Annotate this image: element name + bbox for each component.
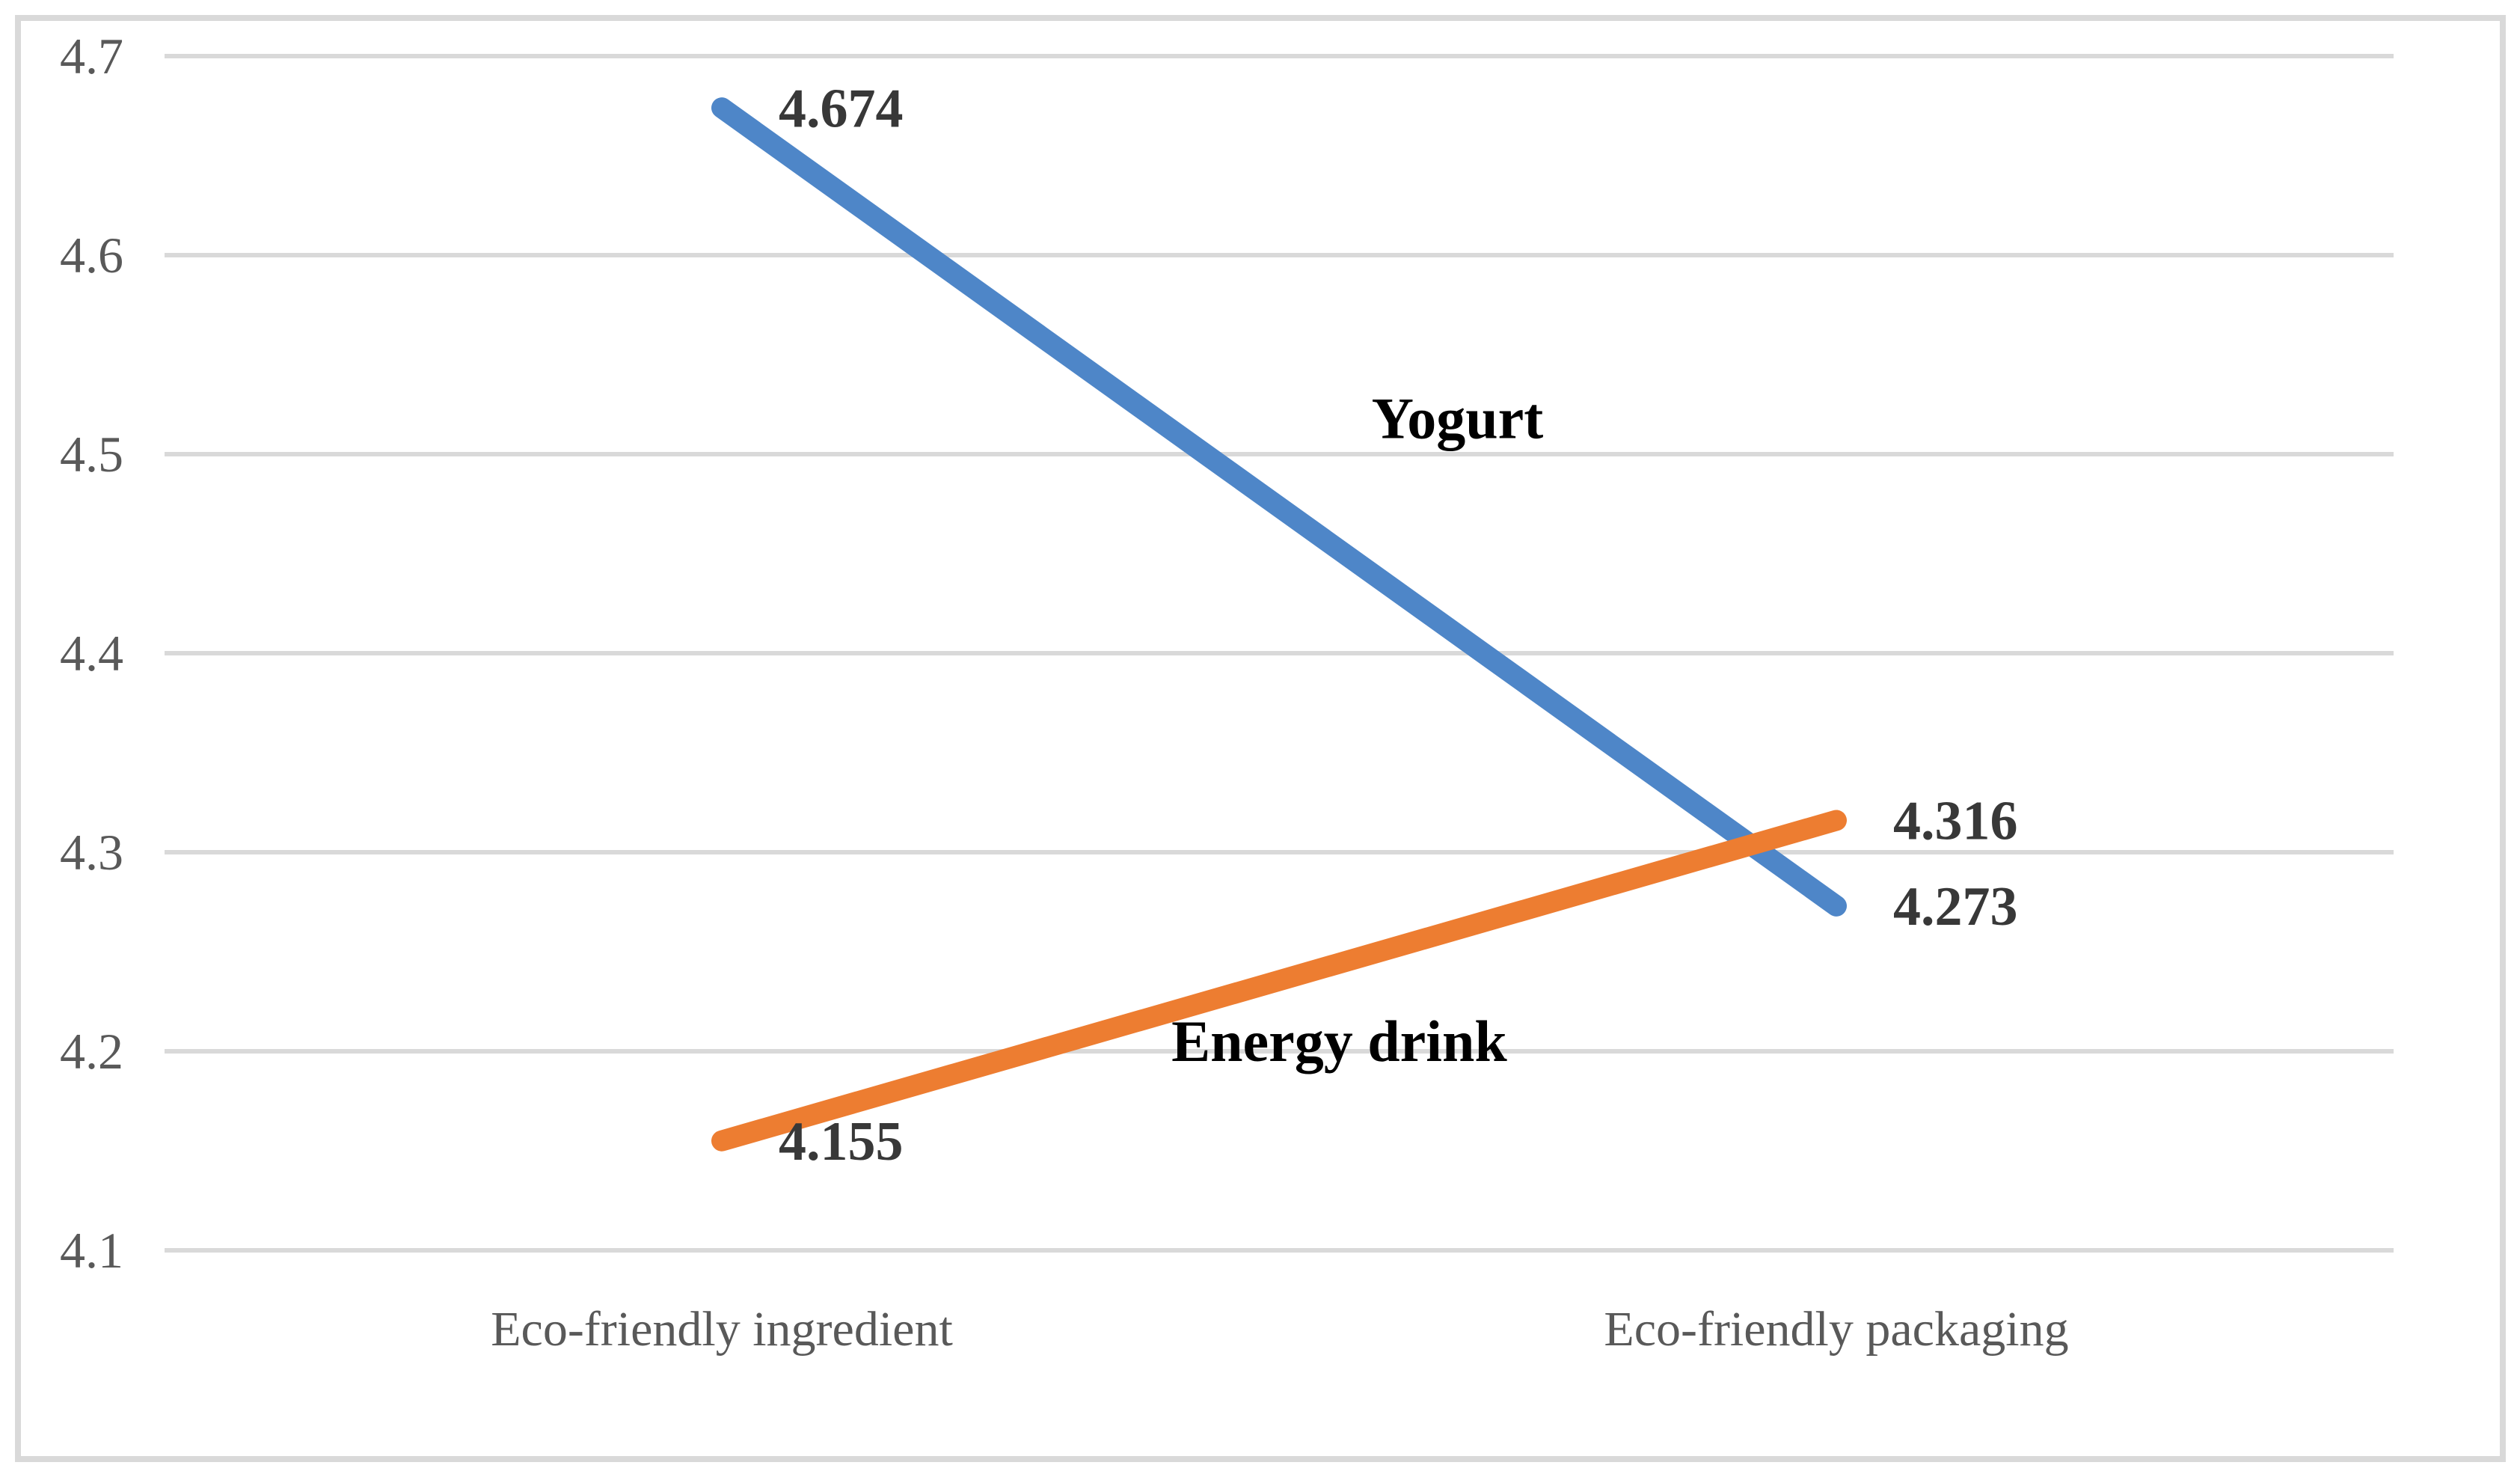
series-name-label-yogurt: Yogurt <box>1372 386 1544 451</box>
category-label-eco-friendly-packaging: Eco-friendly packaging <box>1604 1302 2068 1357</box>
data-label-yogurt-eco-friendly-ingredient: 4.674 <box>779 78 904 139</box>
data-label-energy-drink-eco-friendly-packaging: 4.316 <box>1893 791 2018 852</box>
y-tick-label-4.1: 4.1 <box>60 1222 123 1279</box>
y-tick-label-4.5: 4.5 <box>60 426 123 483</box>
y-tick-label-4.2: 4.2 <box>60 1023 123 1080</box>
y-tick-label-4.7: 4.7 <box>60 28 123 85</box>
series-name-label-energy-drink: Energy drink <box>1171 1009 1507 1074</box>
data-label-yogurt-eco-friendly-packaging: 4.273 <box>1893 876 2018 938</box>
category-label-eco-friendly-ingredient: Eco-friendly ingredient <box>491 1302 953 1357</box>
y-tick-label-4.6: 4.6 <box>60 227 123 284</box>
chart-border <box>15 15 2506 1462</box>
y-tick-label-4.3: 4.3 <box>60 824 123 881</box>
series-line-energy-drink <box>711 810 1847 1152</box>
data-label-energy-drink-eco-friendly-ingredient: 4.155 <box>779 1111 904 1172</box>
series-line-yogurt <box>711 97 1847 917</box>
y-tick-label-4.4: 4.4 <box>60 625 123 682</box>
